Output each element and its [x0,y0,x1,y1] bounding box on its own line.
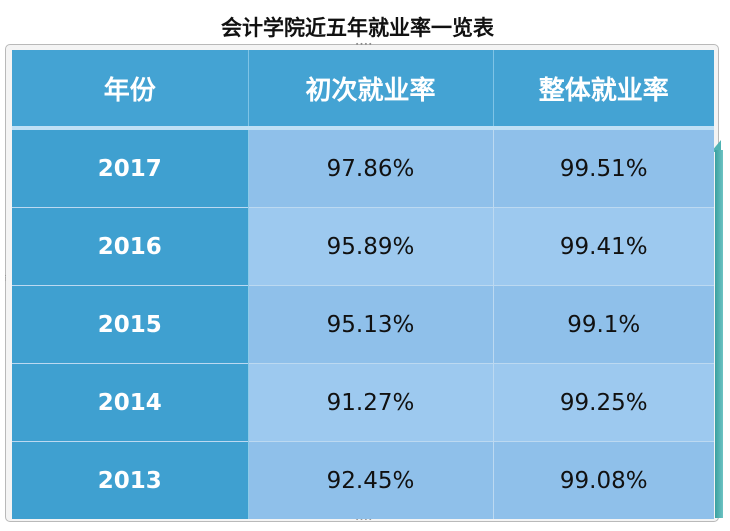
year-cell: 2015 [12,285,249,364]
table-row: 2017 97.86% 99.51% [12,127,714,208]
overall-rate-cell: 99.1% [493,285,714,364]
table-row: 2015 95.13% 99.1% [12,285,714,364]
table-row: 2013 92.45% 99.08% [12,441,714,519]
resize-handle-bottom[interactable]: ∙∙∙∙ [355,515,373,523]
page-title: 会计学院近五年就业率一览表 [221,16,494,40]
table-header-row: 年份 初次就业率 整体就业率 [12,50,714,128]
initial-rate-cell: 91.27% [248,363,494,442]
year-cell: 2016 [12,207,249,286]
accent-arrow-shape [711,140,721,152]
table-row: 2016 95.89% 99.41% [12,207,714,286]
initial-rate-cell: 92.45% [248,441,494,519]
resize-handle-top[interactable]: ∙∙∙∙ [355,40,373,48]
accent-bar-shape [715,150,723,518]
year-cell: 2014 [12,363,249,442]
header-year: 年份 [12,50,249,128]
initial-rate-cell: 95.13% [248,285,494,364]
resize-handle-left[interactable]: ⋮ [2,274,9,282]
overall-rate-cell: 99.08% [493,441,714,519]
overall-rate-cell: 99.25% [493,363,714,442]
year-cell: 2017 [12,127,249,208]
table-row: 2014 91.27% 99.25% [12,363,714,442]
header-initial-rate: 初次就业率 [248,50,494,128]
overall-rate-cell: 99.51% [493,127,714,208]
header-overall-rate: 整体就业率 [493,50,714,128]
initial-rate-cell: 97.86% [248,127,494,208]
employment-rate-table: 年份 初次就业率 整体就业率 2017 97.86% 99.51% 2016 9… [12,50,714,519]
year-cell: 2013 [12,441,249,519]
initial-rate-cell: 95.89% [248,207,494,286]
overall-rate-cell: 99.41% [493,207,714,286]
